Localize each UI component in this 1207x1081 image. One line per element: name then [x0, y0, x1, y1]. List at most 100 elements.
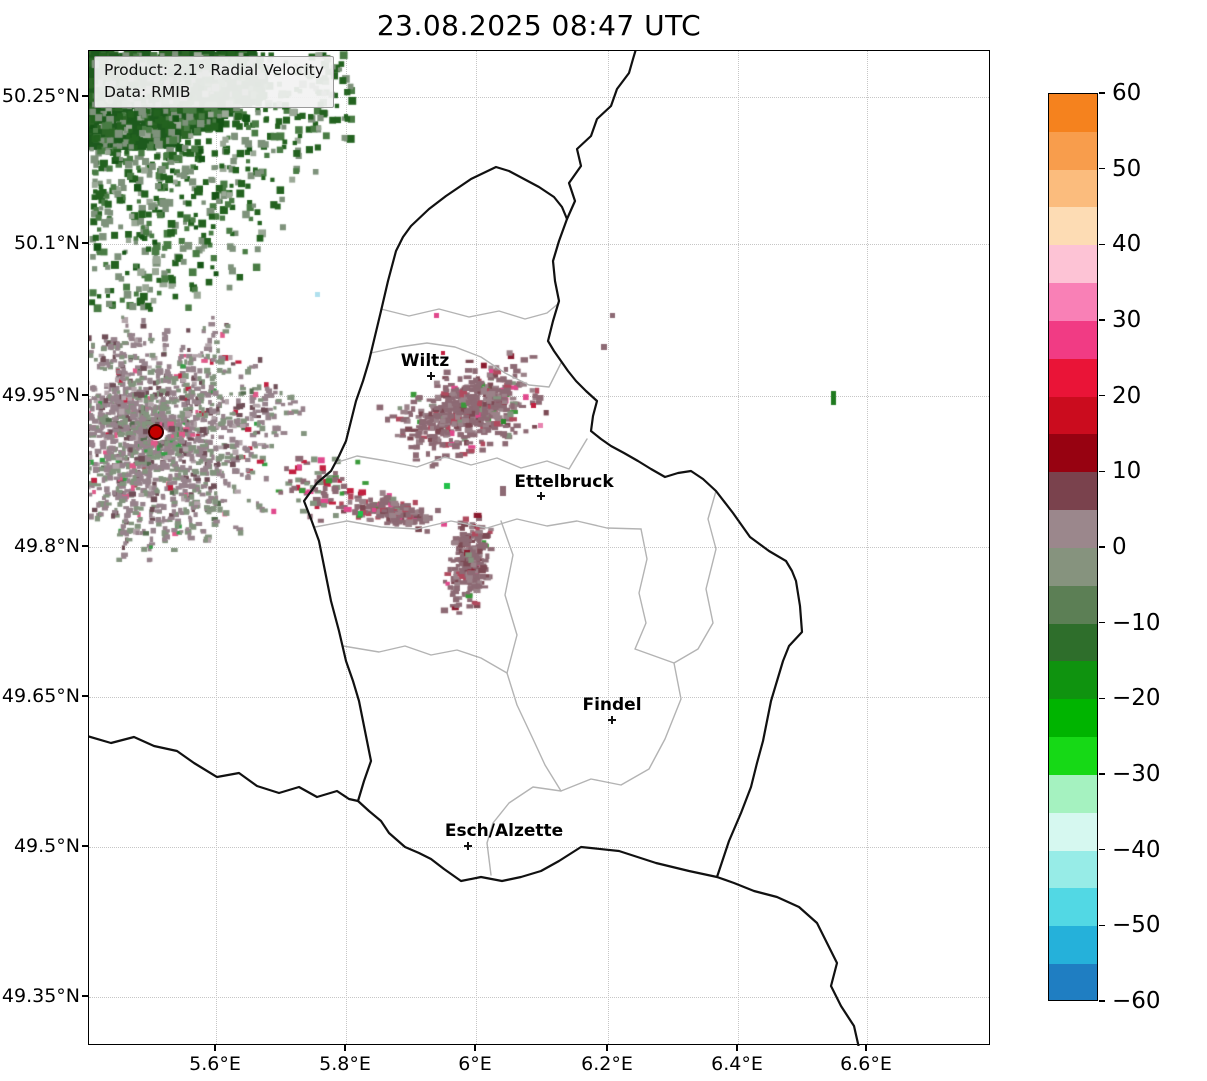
city-label: Findel — [582, 695, 642, 715]
colorbar-segment — [1049, 661, 1097, 700]
colorbar-tick-label: 30 — [1112, 307, 1142, 333]
colorbar-tick-label: −30 — [1112, 761, 1161, 787]
y-tick-label: 50.1°N — [13, 232, 80, 254]
district-border-path — [634, 528, 675, 664]
colorbar-segment — [1049, 812, 1097, 851]
colorbar-tick-mark — [1099, 319, 1105, 321]
colorbar — [1048, 93, 1098, 1001]
colorbar-tick-mark — [1099, 621, 1105, 624]
district-border-path — [380, 302, 560, 320]
colorbar-segment — [1049, 964, 1097, 1000]
district-border-path — [673, 490, 717, 664]
x-tick-label: 6.4°E — [711, 1053, 763, 1075]
country-border-path — [302, 165, 804, 883]
district-border-path — [342, 645, 508, 674]
colorbar-segment — [1049, 245, 1097, 284]
city-labels-layer: Wiltz Ettelbruck Findel Esch/Alzette — [89, 51, 989, 1044]
colorbar-segment — [1049, 472, 1097, 511]
y-tick-mark — [82, 995, 88, 997]
colorbar-segment — [1049, 737, 1097, 775]
product-label: Product: 2.1° Radial Velocity — [104, 61, 324, 79]
data-source-label: Data: RMIB — [104, 82, 191, 101]
colorbar-tick-label: 60 — [1112, 80, 1142, 106]
colorbar-tick-label: 20 — [1112, 382, 1142, 409]
city-label: Ettelbruck — [514, 472, 614, 492]
y-tick-mark — [82, 845, 88, 847]
colorbar-tick-label: −60 — [1112, 988, 1161, 1014]
colorbar-tick-label: 10 — [1112, 458, 1142, 485]
colorbar-tick-mark — [1099, 243, 1105, 246]
city-label: Esch/Alzette — [444, 821, 564, 841]
y-tick-mark — [82, 242, 88, 244]
colorbar-tick-mark — [1099, 773, 1105, 775]
page-title: 23.08.2025 08:47 UTC — [376, 9, 702, 42]
x-tick-mark — [474, 1045, 476, 1051]
colorbar-tick-mark — [1099, 546, 1105, 548]
x-tick-mark — [865, 1045, 867, 1051]
district-border-path — [334, 438, 588, 470]
colorbar-segment — [1049, 131, 1097, 170]
country-border-path — [89, 735, 360, 803]
colorbar-tick-mark — [1099, 924, 1105, 927]
x-tick-label: 6°E — [458, 1053, 492, 1075]
colorbar-segment — [1049, 283, 1097, 321]
colorbar-segment — [1049, 169, 1097, 208]
colorbar-segment — [1049, 547, 1097, 586]
y-tick-mark — [82, 394, 88, 396]
y-tick-mark — [82, 95, 88, 97]
district-border-path — [314, 518, 642, 530]
district-border-path — [370, 342, 562, 388]
colorbar-segment — [1049, 358, 1097, 397]
colorbar-tick-label: 0 — [1112, 534, 1127, 560]
colorbar-segment — [1049, 699, 1097, 738]
y-tick-label: 49.65°N — [1, 685, 80, 707]
colorbar-segment — [1049, 320, 1097, 359]
district-border-path — [486, 662, 682, 876]
colorbar-segment — [1049, 207, 1097, 246]
colorbar-segment — [1049, 926, 1097, 965]
colorbar-segment — [1049, 585, 1097, 624]
colorbar-tick-mark — [1099, 470, 1105, 473]
colorbar-tick-mark — [1099, 394, 1105, 397]
x-tick-label: 5.8°E — [319, 1053, 371, 1075]
country-border-path — [715, 875, 860, 1046]
x-tick-mark — [344, 1045, 346, 1051]
y-tick-mark — [82, 695, 88, 697]
x-tick-label: 6.2°E — [581, 1053, 633, 1075]
colorbar-segment — [1049, 850, 1097, 889]
x-tick-label: 5.6°E — [189, 1053, 241, 1075]
y-tick-label: 50.25°N — [1, 85, 80, 107]
colorbar-segment — [1049, 774, 1097, 813]
y-tick-label: 49.5°N — [13, 835, 80, 857]
map-plot-area: Wiltz Ettelbruck Findel Esch/Alzette Produc… — [88, 50, 991, 1046]
colorbar-tick-mark — [1099, 697, 1105, 700]
colorbar-tick-mark — [1099, 92, 1105, 94]
city-label: Wiltz — [400, 351, 450, 371]
colorbar-tick-label: 50 — [1112, 155, 1142, 182]
x-tick-mark — [606, 1045, 608, 1051]
colorbar-segment — [1049, 396, 1097, 435]
radar-echo-canvas — [89, 51, 991, 1046]
colorbar-segment — [1049, 94, 1097, 132]
y-tick-mark — [82, 545, 88, 547]
product-info-box: Product: 2.1° Radial Velocity Data: RMIB — [94, 56, 334, 109]
colorbar-tick-mark — [1099, 848, 1105, 851]
colorbar-tick-label: −40 — [1112, 836, 1161, 863]
colorbar-tick-label: −50 — [1112, 912, 1161, 939]
x-tick-label: 6.6°E — [840, 1053, 892, 1075]
colorbar-tick-label: 40 — [1112, 231, 1142, 258]
colorbar-segment — [1049, 623, 1097, 662]
radar-site-marker — [148, 424, 164, 440]
x-tick-mark — [736, 1045, 738, 1051]
colorbar-segment — [1049, 510, 1097, 548]
y-tick-label: 49.35°N — [1, 985, 80, 1007]
borders-svg — [89, 51, 860, 1046]
colorbar-segment — [1049, 434, 1097, 473]
x-tick-mark — [214, 1045, 216, 1051]
colorbar-tick-mark — [1099, 1000, 1105, 1002]
country-border-path — [565, 51, 637, 221]
colorbar-segment — [1049, 888, 1097, 927]
y-tick-label: 49.8°N — [13, 535, 80, 557]
colorbar-tick-label: −20 — [1112, 685, 1161, 712]
